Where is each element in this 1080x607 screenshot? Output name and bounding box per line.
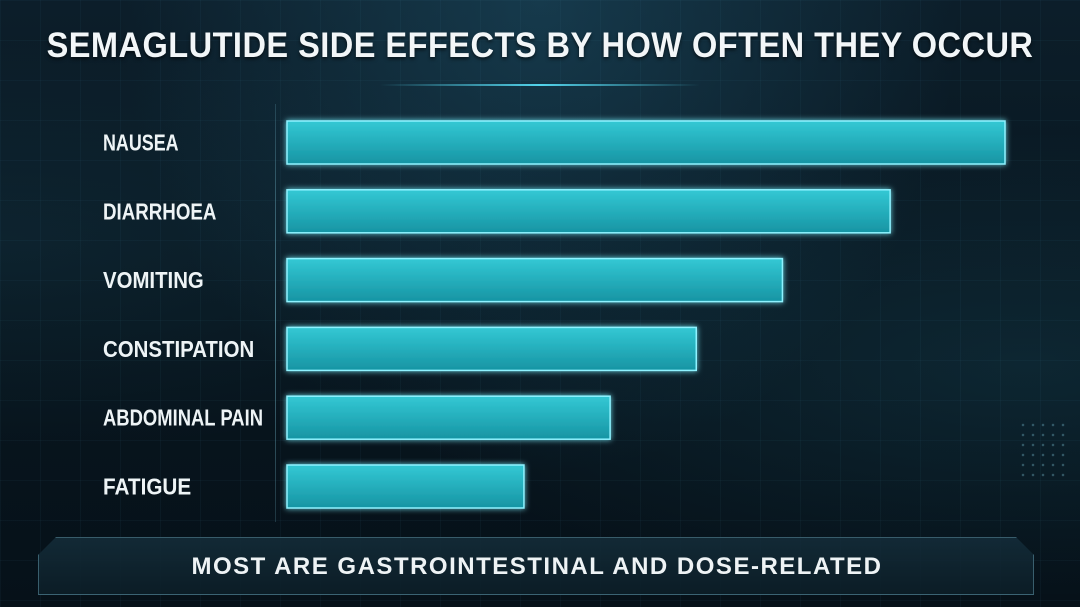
bars-group — [286, 120, 1006, 509]
footer-text: MOST ARE GASTROINTESTINAL AND DOSE-RELAT… — [191, 553, 883, 580]
bar-constipation — [286, 326, 698, 372]
chart-title: SEMAGLUTIDE SIDE EFFECTS BY HOW OFTEN TH… — [46, 26, 1034, 65]
bar-diarrhoea — [286, 189, 891, 234]
bar-vomiting — [286, 257, 784, 303]
category-label-constipation: CONSTIPATION — [103, 336, 254, 362]
y-axis-line — [275, 104, 276, 522]
title-underline-glow — [380, 84, 700, 86]
decorative-dot-grid — [1018, 420, 1068, 480]
footer-banner: MOST ARE GASTROINTESTINAL AND DOSE-RELAT… — [38, 537, 1034, 595]
category-label-vomiting: VOMITING — [103, 267, 204, 293]
category-labels-group: NAUSEA DIARRHOEA VOMITING CONSTIPATION ABDOM… — [103, 130, 263, 500]
category-label-diarrhoea: DIARRHOEA — [103, 198, 216, 224]
category-label-nausea: NAUSEA — [103, 130, 179, 156]
bar-nausea — [286, 120, 1006, 165]
bar-fatigue — [286, 464, 525, 509]
category-label-abdominal-pain: ABDOMINAL PAIN — [103, 405, 263, 431]
category-label-fatigue: FATIGUE — [103, 474, 191, 500]
bar-abdominal-pain — [286, 395, 611, 440]
